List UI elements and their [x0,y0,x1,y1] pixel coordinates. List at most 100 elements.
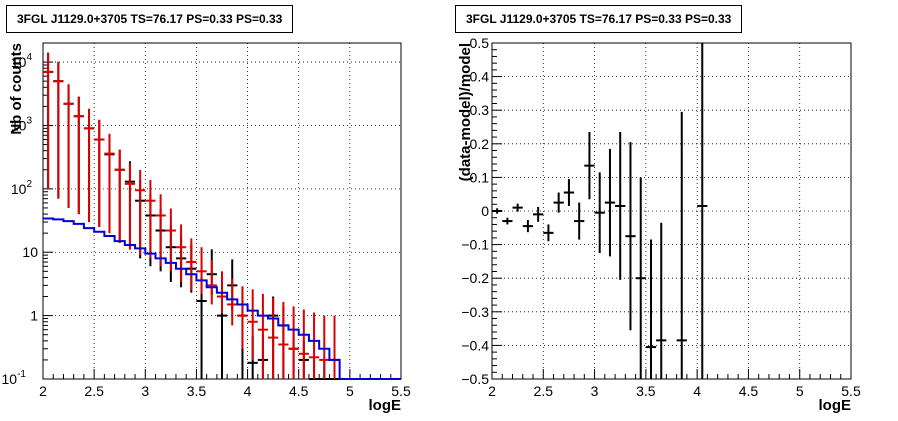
x-axis-title: logE [369,397,402,414]
data-point-1 [43,52,54,189]
data-point-0 [492,208,503,214]
y-axis-title: Nb of counts [8,43,25,135]
y-tick-base: 10 [2,371,18,387]
data-point-1 [278,301,289,379]
y-tick-label: −0.1 [461,237,489,253]
y-tick-label: 103 [11,115,33,133]
data-point-1 [114,149,125,243]
data-point-0 [563,179,575,206]
data-point-0 [574,202,585,240]
data-point-1 [237,286,248,349]
data-point-0 [625,142,636,331]
data-point-0 [512,203,523,212]
residual-chart-title: 3FGL J1129.0+3705 TS=76.17 PS=0.33 PS=0.… [455,5,743,33]
y-tick-label: 104 [11,52,33,70]
y-tick-label: 0.4 [470,69,490,85]
y-tick-base: 10 [22,244,38,260]
data-point-1 [124,163,136,250]
data-point-0 [553,192,564,213]
x-tick-label: 5 [796,383,804,399]
y-tick-exponent: 3 [26,115,32,126]
y-tick-label: 10-1 [2,369,27,387]
data-point-1 [104,133,115,234]
x-tick-label: 3 [141,383,149,399]
data-point-0 [645,239,657,379]
data-point-0 [196,277,207,379]
data-point-1 [227,278,238,326]
x-tick-label: 3 [591,383,599,399]
plot-frame [491,42,852,380]
x-tick-label: 5.5 [841,383,861,399]
data-point-1 [186,238,197,291]
x-tick-label: 2.5 [534,383,554,399]
data-point-1 [268,297,279,379]
data-point-1 [73,96,84,215]
x-tick-label: 2 [488,383,496,399]
data-point-1 [288,306,299,379]
x-tick-label: 4 [244,383,252,399]
y-tick-label: 0.5 [470,35,490,51]
x-tick-label: 4.5 [289,383,309,399]
y-tick-label: 0.3 [470,102,490,118]
data-point-1 [94,119,105,228]
data-point-1 [165,208,176,272]
data-point-0 [604,148,616,257]
data-point-0 [676,111,687,379]
x-tick-label: 4 [693,383,701,399]
y-tick-base: 1 [30,308,38,324]
data-point-0 [533,206,544,222]
y-tick-label: 102 [11,179,33,197]
y-tick-label: −0.5 [461,371,489,387]
data-point-1 [83,108,95,222]
y-tick-label: 10 [22,244,38,260]
data-point-1 [196,247,207,294]
x-tick-label: 5 [346,383,354,399]
y-tick-label: −0.3 [461,304,489,320]
x-tick-label: 5.5 [391,383,411,399]
data-point-1 [319,315,330,379]
y-tick-label: −0.4 [461,337,489,353]
data-point-1 [53,61,64,199]
data-point-1 [135,169,146,256]
data-point-0 [697,43,708,379]
data-point-0 [502,217,513,225]
data-point-1 [175,224,187,282]
data-point-0 [635,177,646,379]
x-tick-label: 4.5 [739,383,759,399]
y-tick-label: 0.1 [470,169,490,185]
data-point-0 [656,222,667,379]
data-point-0 [594,172,605,253]
x-axis-title: logE [819,397,852,414]
counts-chart-title: 3FGL J1129.0+3705 TS=76.17 PS=0.33 PS=0.… [6,5,294,33]
data-point-0 [584,132,595,200]
model-step-line [43,217,401,380]
data-point-1 [298,309,309,379]
y-tick-base: 10 [11,117,27,133]
data-point-0 [543,224,554,242]
y-tick-exponent: 2 [26,179,32,190]
data-point-1 [257,293,269,379]
x-tick-label: 2.5 [84,383,104,399]
y-tick-exponent: -1 [17,369,26,380]
y-tick-label: −0.2 [461,270,489,286]
x-tick-label: 3.5 [636,383,656,399]
y-tick-label: 0 [481,203,489,219]
y-tick-label: 0.2 [470,136,490,152]
data-point-1 [63,84,74,208]
y-tick-base: 10 [11,54,27,70]
y-tick-exponent: 4 [26,52,32,63]
residual-panel: 2 2.5 3 3.5 4 4.5 5 5.5 −0.5 −0.4 −0.3 −0.2 −0.1 0 0.1… [457,35,861,414]
data-point-1 [145,179,156,259]
data-point-0 [522,220,534,233]
x-tick-label: 3.5 [187,383,207,399]
data-point-1 [155,194,166,267]
y-tick-label: 1 [30,308,38,324]
data-point-1 [206,260,217,305]
data-point-1 [308,312,320,379]
data-point-0 [615,132,626,280]
data-point-1 [247,289,258,360]
y-axis-title: (data-model)/model [457,43,474,181]
y-tick-base: 10 [11,181,27,197]
